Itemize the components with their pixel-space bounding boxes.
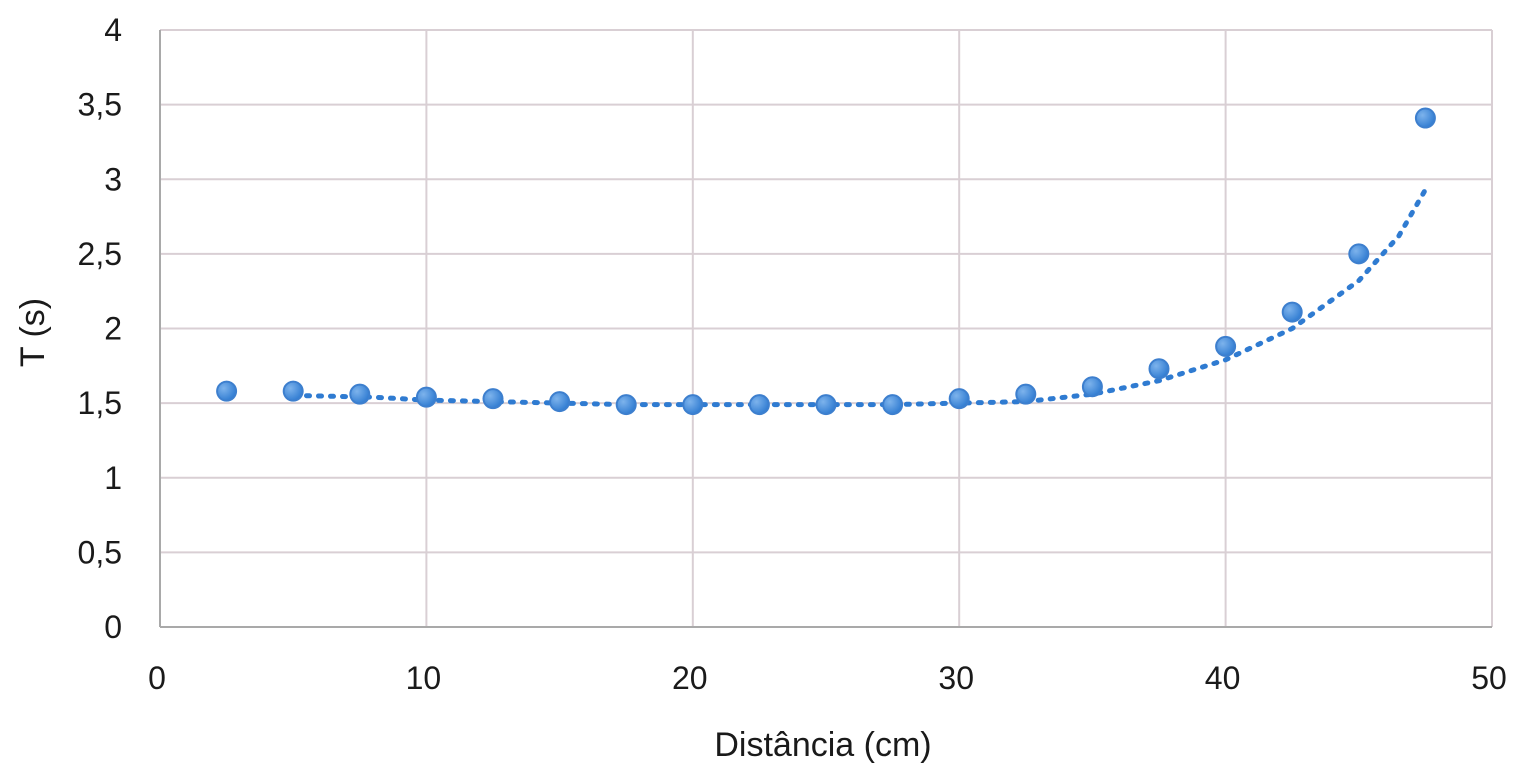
trendline xyxy=(304,187,1428,408)
data-point xyxy=(615,394,637,416)
x-tick-label-40: 40 xyxy=(1205,660,1241,696)
y-tick-label-0: 0 xyxy=(104,609,122,645)
grid-lines xyxy=(160,29,1493,627)
y-tick-label-0.5: 0,5 xyxy=(78,534,122,570)
y-axis-tick-labels: 0 0,5 1 1,5 2 2,5 3 3,5 4 xyxy=(78,12,122,645)
y-tick-label-4: 4 xyxy=(104,12,122,48)
data-point xyxy=(549,391,571,413)
y-tick-label-2.5: 2,5 xyxy=(78,236,122,272)
data-point xyxy=(1081,376,1103,398)
x-tick-label-20: 20 xyxy=(672,660,708,696)
x-axis-tick-labels: 0 10 20 30 40 50 xyxy=(148,660,1507,696)
data-point xyxy=(216,380,238,402)
y-tick-label-3.5: 3,5 xyxy=(78,87,122,123)
y-tick-label-3: 3 xyxy=(104,161,122,197)
data-point xyxy=(815,394,837,416)
data-point xyxy=(948,388,970,410)
data-point xyxy=(1215,335,1237,357)
data-point xyxy=(282,380,304,402)
data-point xyxy=(1348,243,1370,265)
y-tick-label-1: 1 xyxy=(104,460,122,496)
data-point xyxy=(1015,383,1037,405)
data-point xyxy=(349,383,371,405)
x-tick-label-0: 0 xyxy=(148,660,166,696)
data-point xyxy=(1148,358,1170,380)
data-point xyxy=(482,388,504,410)
y-tick-label-2: 2 xyxy=(104,311,122,347)
data-point xyxy=(882,394,904,416)
x-tick-label-50: 50 xyxy=(1471,660,1507,696)
data-point xyxy=(682,394,704,416)
data-point xyxy=(1281,301,1303,323)
data-points xyxy=(216,107,1436,416)
axes xyxy=(159,30,1492,628)
x-tick-label-30: 30 xyxy=(938,660,974,696)
data-point xyxy=(415,386,437,408)
y-axis-title: T (s) xyxy=(14,298,52,367)
x-tick-label-10: 10 xyxy=(406,660,442,696)
x-axis-title: Distância (cm) xyxy=(714,726,931,764)
data-point xyxy=(1414,107,1436,129)
y-tick-label-1.5: 1,5 xyxy=(78,385,122,421)
data-point xyxy=(748,394,770,416)
